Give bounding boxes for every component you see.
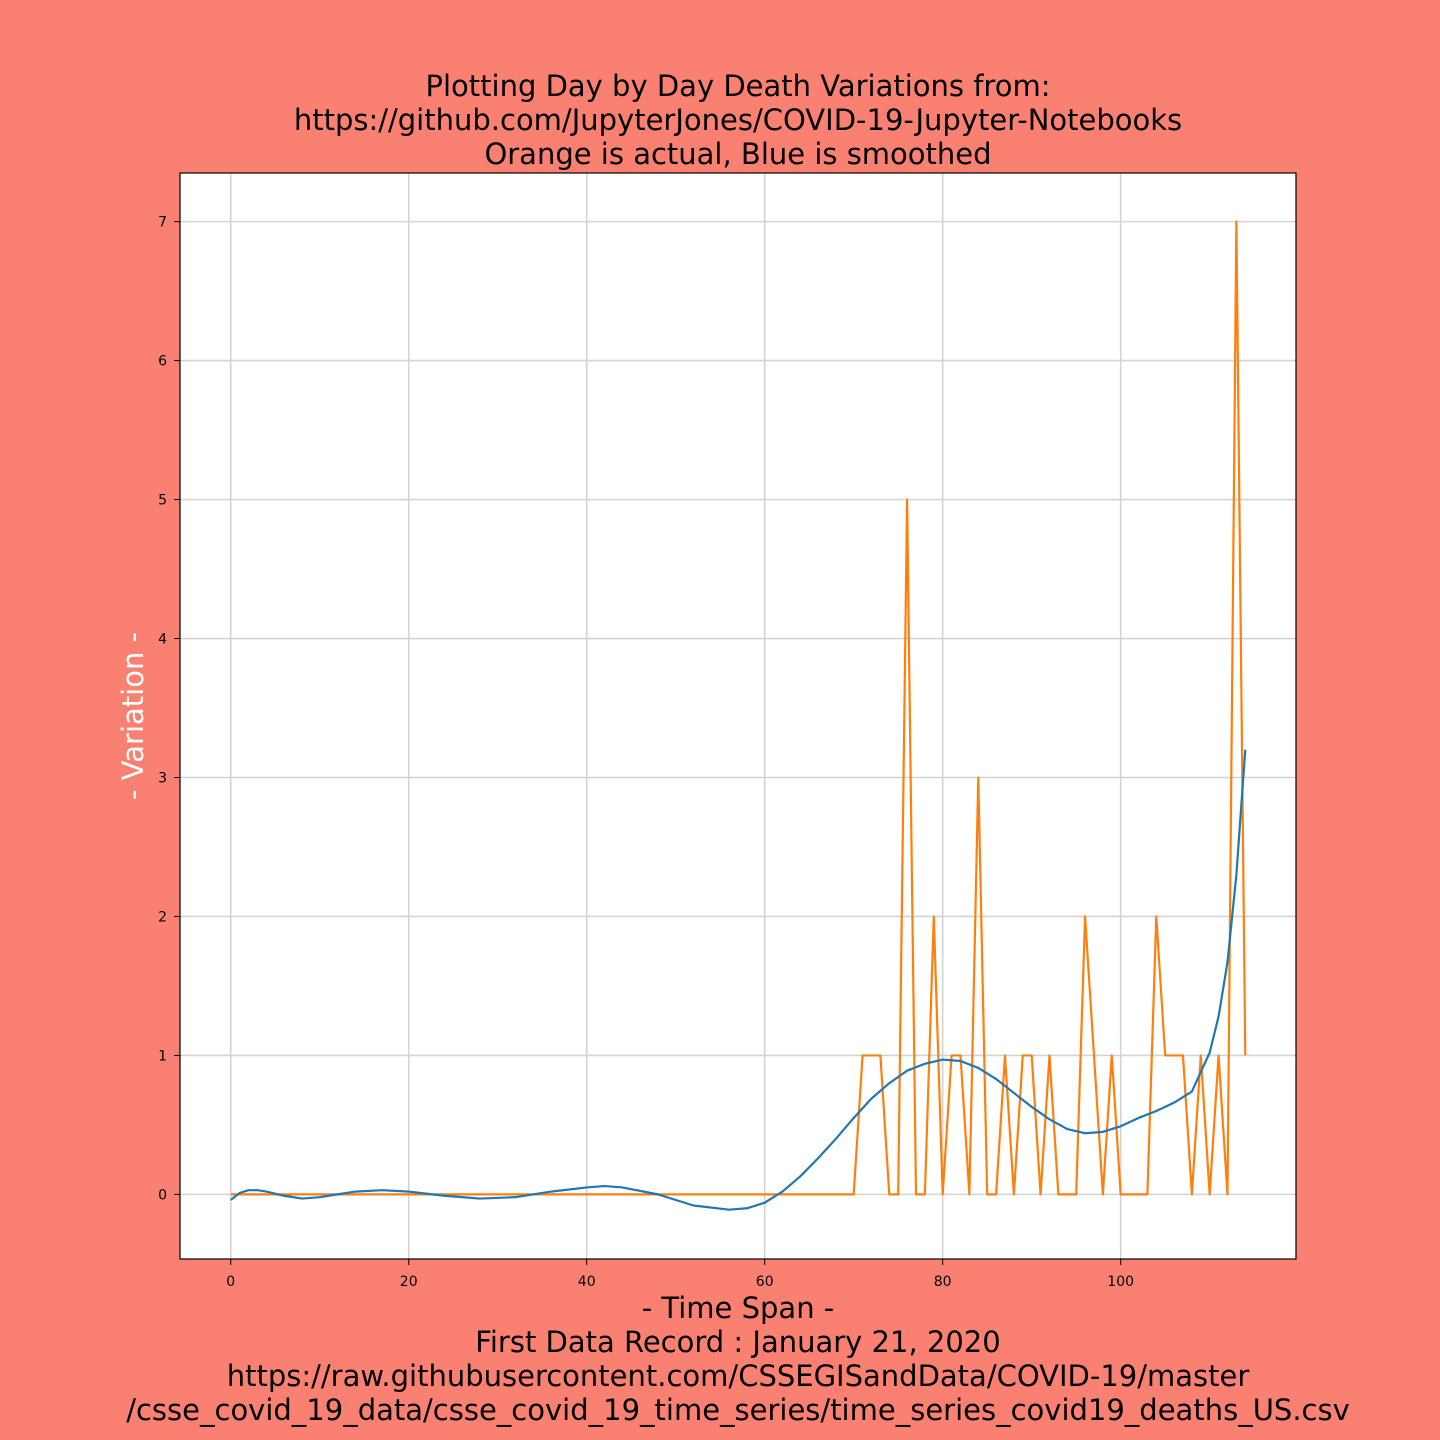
y-tick-label: 3 [158,770,167,786]
plot-frame [179,172,1297,1260]
x-axis-label: - Time Span -First Data Record : January… [126,1291,1350,1427]
x-tick-label: 80 [934,1274,952,1290]
y-tick-label: 7 [158,215,167,231]
series-lines [230,220,1247,1211]
y-tick-label: 1 [158,1048,167,1064]
x-axis-label-line-1: First Data Record : January 21, 2020 [475,1325,1000,1359]
x-tick-label: 100 [1107,1274,1134,1290]
title-line-0: Plotting Day by Day Death Variations fro… [425,69,1050,103]
x-tick-label: 0 [226,1274,235,1290]
x-axis-label-line-2: https://raw.githubusercontent.com/CSSEGI… [227,1359,1250,1393]
actual-series-line [230,220,1247,1196]
x-tick-label: 20 [400,1274,418,1290]
x-tick-label: 60 [756,1274,774,1290]
y-tick-label: 6 [158,354,167,370]
x-tick-label: 40 [578,1274,596,1290]
y-axis-ticks: 0 1 2 3 4 5 6 7 [158,215,180,1203]
grid [180,173,1296,1259]
plot-area [180,173,1296,1259]
smoothed-series-line [230,749,1247,1211]
x-axis-label-line-0: - Time Span - [642,1291,835,1325]
chart-title: Plotting Day by Day Death Variations fro… [294,69,1182,171]
title-line-1: https://github.com/JupyterJones/COVID-19… [294,103,1182,137]
y-tick-label: 4 [158,632,167,648]
y-axis-label: - Variation - [116,632,150,800]
y-tick-label: 0 [158,1187,167,1203]
y-tick-label: 2 [158,909,167,925]
title-line-2: Orange is actual, Blue is smoothed [484,137,991,171]
x-axis-ticks: 0 20 40 60 80 100 [226,1259,1134,1290]
x-axis-label-line-3: /csse_covid_19_data/csse_covid_19_time_s… [126,1393,1350,1427]
y-tick-label: 5 [158,493,167,509]
